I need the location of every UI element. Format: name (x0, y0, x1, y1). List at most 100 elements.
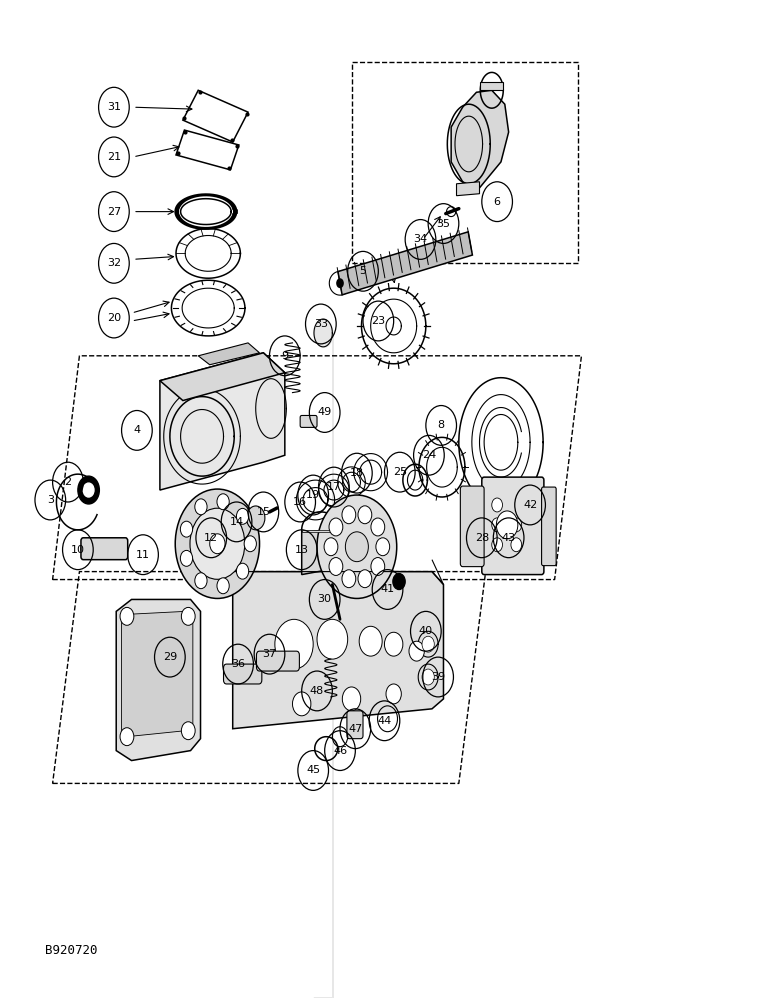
Polygon shape (338, 232, 472, 295)
Circle shape (181, 722, 195, 740)
Text: 32: 32 (107, 258, 121, 268)
Text: 23: 23 (371, 316, 385, 326)
Circle shape (293, 692, 311, 716)
Text: 49: 49 (317, 407, 332, 417)
Polygon shape (302, 530, 340, 532)
Circle shape (236, 563, 249, 579)
Circle shape (324, 538, 338, 556)
Text: 31: 31 (107, 102, 121, 112)
Text: 18: 18 (350, 468, 364, 478)
Text: 46: 46 (333, 746, 347, 756)
Circle shape (358, 570, 372, 588)
FancyBboxPatch shape (482, 477, 544, 575)
Circle shape (384, 632, 403, 656)
Circle shape (175, 489, 259, 598)
FancyBboxPatch shape (300, 415, 317, 427)
Circle shape (376, 538, 390, 556)
Text: 27: 27 (107, 207, 121, 217)
Circle shape (275, 619, 313, 669)
Circle shape (342, 687, 361, 711)
Circle shape (386, 684, 401, 704)
Text: 30: 30 (318, 594, 332, 604)
Text: 47: 47 (348, 724, 363, 734)
Circle shape (83, 483, 94, 497)
FancyBboxPatch shape (347, 711, 363, 739)
Circle shape (422, 669, 435, 685)
Circle shape (345, 532, 368, 562)
Text: 6: 6 (493, 197, 500, 207)
Polygon shape (121, 611, 193, 737)
Text: 41: 41 (381, 584, 394, 594)
Text: 21: 21 (107, 152, 121, 162)
Circle shape (120, 728, 134, 746)
Circle shape (120, 607, 134, 625)
Polygon shape (302, 530, 340, 575)
Text: 3: 3 (47, 495, 54, 505)
Text: 25: 25 (393, 467, 407, 477)
Polygon shape (451, 90, 509, 190)
Polygon shape (160, 353, 285, 490)
Circle shape (492, 518, 503, 532)
Text: 15: 15 (256, 507, 270, 517)
Text: 29: 29 (163, 652, 177, 662)
FancyBboxPatch shape (256, 651, 300, 671)
Text: 11: 11 (136, 550, 150, 560)
Circle shape (492, 538, 503, 552)
Text: 34: 34 (414, 234, 428, 244)
Circle shape (181, 607, 195, 625)
Circle shape (492, 498, 503, 512)
Circle shape (244, 536, 256, 552)
Circle shape (236, 508, 249, 524)
Text: 33: 33 (314, 319, 328, 329)
FancyBboxPatch shape (224, 664, 262, 684)
Polygon shape (160, 353, 285, 401)
Polygon shape (456, 182, 479, 196)
Circle shape (371, 558, 384, 575)
Circle shape (246, 506, 265, 530)
Circle shape (336, 278, 344, 288)
Text: 12: 12 (204, 533, 218, 543)
Text: 10: 10 (71, 545, 85, 555)
Circle shape (217, 578, 229, 594)
Text: 9: 9 (281, 351, 289, 361)
FancyBboxPatch shape (460, 486, 484, 567)
Circle shape (217, 494, 229, 510)
Circle shape (342, 506, 356, 524)
Text: 45: 45 (306, 765, 320, 775)
Text: 42: 42 (523, 500, 537, 510)
Text: 40: 40 (418, 626, 433, 636)
Text: 13: 13 (295, 545, 309, 555)
Circle shape (195, 573, 207, 589)
Text: 20: 20 (107, 313, 121, 323)
Text: B920720: B920720 (45, 944, 97, 957)
Text: 4: 4 (134, 425, 141, 435)
Polygon shape (198, 343, 259, 365)
Circle shape (181, 521, 193, 537)
Text: 2: 2 (64, 477, 72, 487)
Text: 37: 37 (262, 649, 276, 659)
Circle shape (181, 550, 193, 566)
Circle shape (511, 518, 522, 532)
Circle shape (317, 619, 347, 659)
Circle shape (190, 508, 245, 579)
Circle shape (496, 511, 518, 539)
FancyBboxPatch shape (542, 487, 556, 566)
Circle shape (329, 558, 343, 575)
Text: 17: 17 (327, 482, 341, 492)
Polygon shape (232, 572, 443, 729)
Circle shape (342, 570, 356, 588)
FancyBboxPatch shape (81, 538, 127, 560)
Text: 14: 14 (229, 517, 244, 527)
Circle shape (371, 518, 384, 536)
Circle shape (409, 641, 425, 661)
Circle shape (359, 626, 382, 656)
Polygon shape (117, 599, 201, 761)
Text: 8: 8 (438, 420, 445, 430)
Text: 39: 39 (431, 672, 445, 682)
Circle shape (195, 499, 207, 515)
Text: 19: 19 (306, 490, 320, 500)
Text: 16: 16 (293, 497, 307, 507)
Circle shape (78, 476, 100, 504)
Circle shape (210, 534, 225, 554)
Text: 28: 28 (475, 533, 489, 543)
